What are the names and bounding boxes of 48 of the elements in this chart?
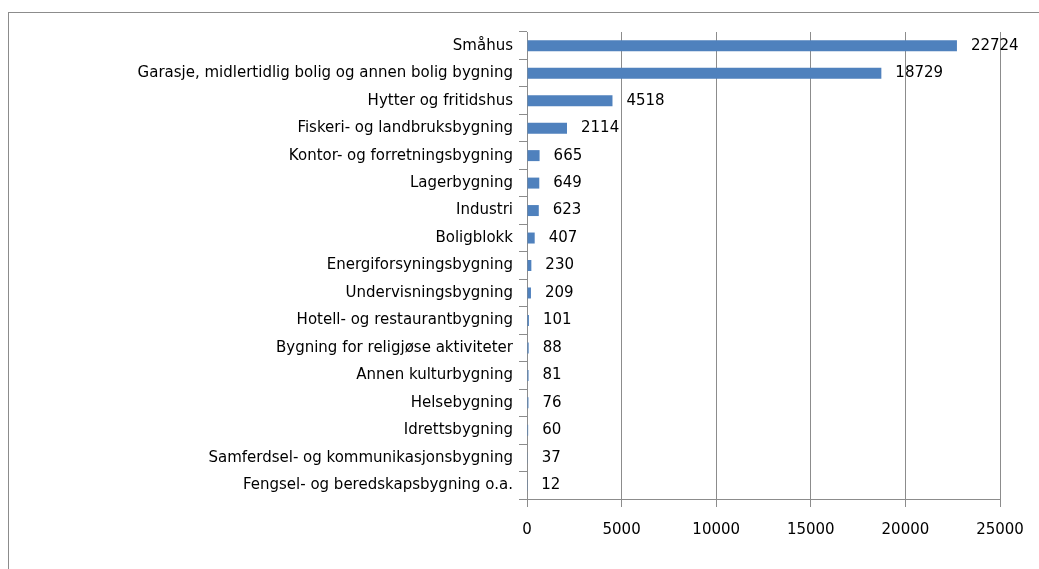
data-label: 60 bbox=[542, 420, 562, 439]
bar bbox=[527, 67, 882, 79]
data-label: 88 bbox=[542, 337, 562, 356]
data-label: 230 bbox=[545, 255, 574, 274]
y-tick-label: Fiskeri- og landbruksbygning bbox=[297, 118, 513, 137]
x-tick-label: 25000 bbox=[976, 519, 1024, 538]
y-tick-label: Garasje, midlertidlig bolig og annen bolig bygning bbox=[137, 63, 513, 82]
data-label: 101 bbox=[542, 310, 572, 329]
y-tick-label: Småhus bbox=[452, 35, 514, 54]
data-label: 12 bbox=[541, 475, 561, 494]
bar bbox=[527, 232, 535, 244]
y-tick-label: Bygning for religjøse aktiviteter bbox=[276, 337, 514, 356]
y-tick-label: Kontor- og forretningsbygning bbox=[288, 145, 513, 164]
x-tick-label: 0 bbox=[522, 519, 532, 538]
bar bbox=[527, 122, 567, 134]
x-tick-label: 5000 bbox=[602, 519, 641, 538]
y-tick-label: Helsebygning bbox=[410, 392, 513, 411]
bar bbox=[527, 150, 540, 162]
data-label: 76 bbox=[542, 392, 562, 411]
bar bbox=[527, 95, 613, 107]
y-tick-label: Industri bbox=[456, 200, 513, 219]
y-tick-label: Boligblokk bbox=[435, 227, 514, 246]
data-label: 37 bbox=[541, 447, 561, 466]
y-tick-label: Fengsel- og beredskapsbygning o.a. bbox=[242, 475, 513, 494]
data-label: 649 bbox=[553, 172, 582, 191]
y-tick-label: Hytter og fritidshus bbox=[367, 90, 514, 109]
data-label: 22724 bbox=[970, 35, 1019, 54]
y-tick-label: Undervisningsbygning bbox=[345, 282, 513, 301]
data-label: 665 bbox=[553, 145, 583, 164]
y-tick-label: Idrettsbygning bbox=[403, 420, 513, 439]
bar bbox=[527, 40, 957, 52]
y-tick-label: Energiforsyningsbygning bbox=[326, 255, 513, 274]
x-tick-label: 10000 bbox=[692, 519, 741, 538]
data-label: 407 bbox=[548, 227, 578, 246]
bar bbox=[527, 205, 539, 217]
data-label: 4518 bbox=[626, 90, 665, 109]
data-label: 18729 bbox=[895, 63, 944, 82]
data-label: 2114 bbox=[581, 118, 620, 137]
data-label: 81 bbox=[542, 365, 562, 384]
x-tick-label: 20000 bbox=[881, 519, 930, 538]
y-tick-label: Annen kulturbygning bbox=[356, 365, 513, 384]
y-tick-label: Lagerbygning bbox=[409, 172, 513, 191]
y-tick-label: Samferdsel- og kommunikasjonsbygning bbox=[208, 447, 513, 466]
data-label: 623 bbox=[552, 200, 582, 219]
x-tick-label: 15000 bbox=[786, 519, 835, 538]
data-label: 209 bbox=[544, 282, 574, 301]
bar bbox=[527, 177, 540, 189]
y-tick-label: Hotell- og restaurantbygning bbox=[296, 310, 513, 329]
